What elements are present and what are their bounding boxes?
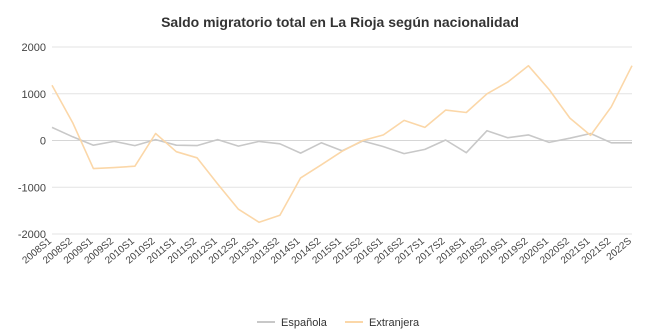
x-axis-ticks: 2008S12008S22009S12009S22010S12010S22011…	[20, 236, 634, 267]
legend-label-extranjera: Extranjera	[369, 317, 420, 329]
series-line-extranjera	[51, 64, 633, 224]
y-axis-ticks: -2000 -1000 0 1000 2000	[18, 42, 46, 241]
legend: Española Extranjera	[257, 317, 420, 329]
series-lines	[51, 64, 633, 224]
y-tick-label: 2000	[22, 42, 46, 54]
chart-title: Saldo migratorio total en La Rioja según…	[161, 14, 519, 30]
gridlines	[52, 46, 632, 235]
y-tick-label: 0	[40, 136, 46, 148]
y-tick-label: -2000	[18, 229, 46, 241]
y-tick-label: 1000	[22, 89, 46, 101]
legend-label-espanola: Española	[281, 317, 328, 329]
y-tick-label: -1000	[18, 182, 46, 194]
